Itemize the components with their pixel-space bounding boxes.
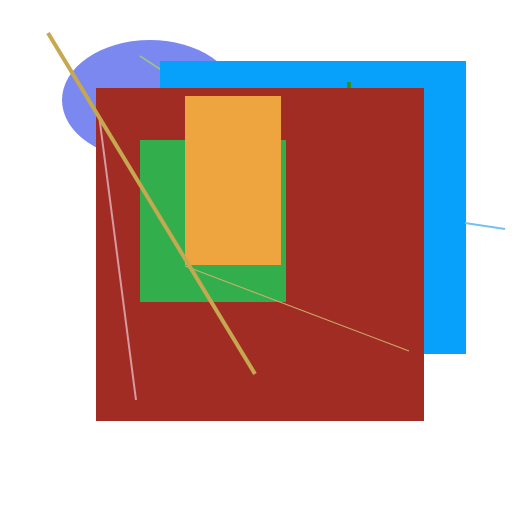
tan-line <box>184 265 410 352</box>
pink-line <box>98 114 137 401</box>
orange-rectangle <box>185 96 281 265</box>
light-blue-line <box>464 222 506 230</box>
gold-diagonal-line <box>46 31 257 376</box>
